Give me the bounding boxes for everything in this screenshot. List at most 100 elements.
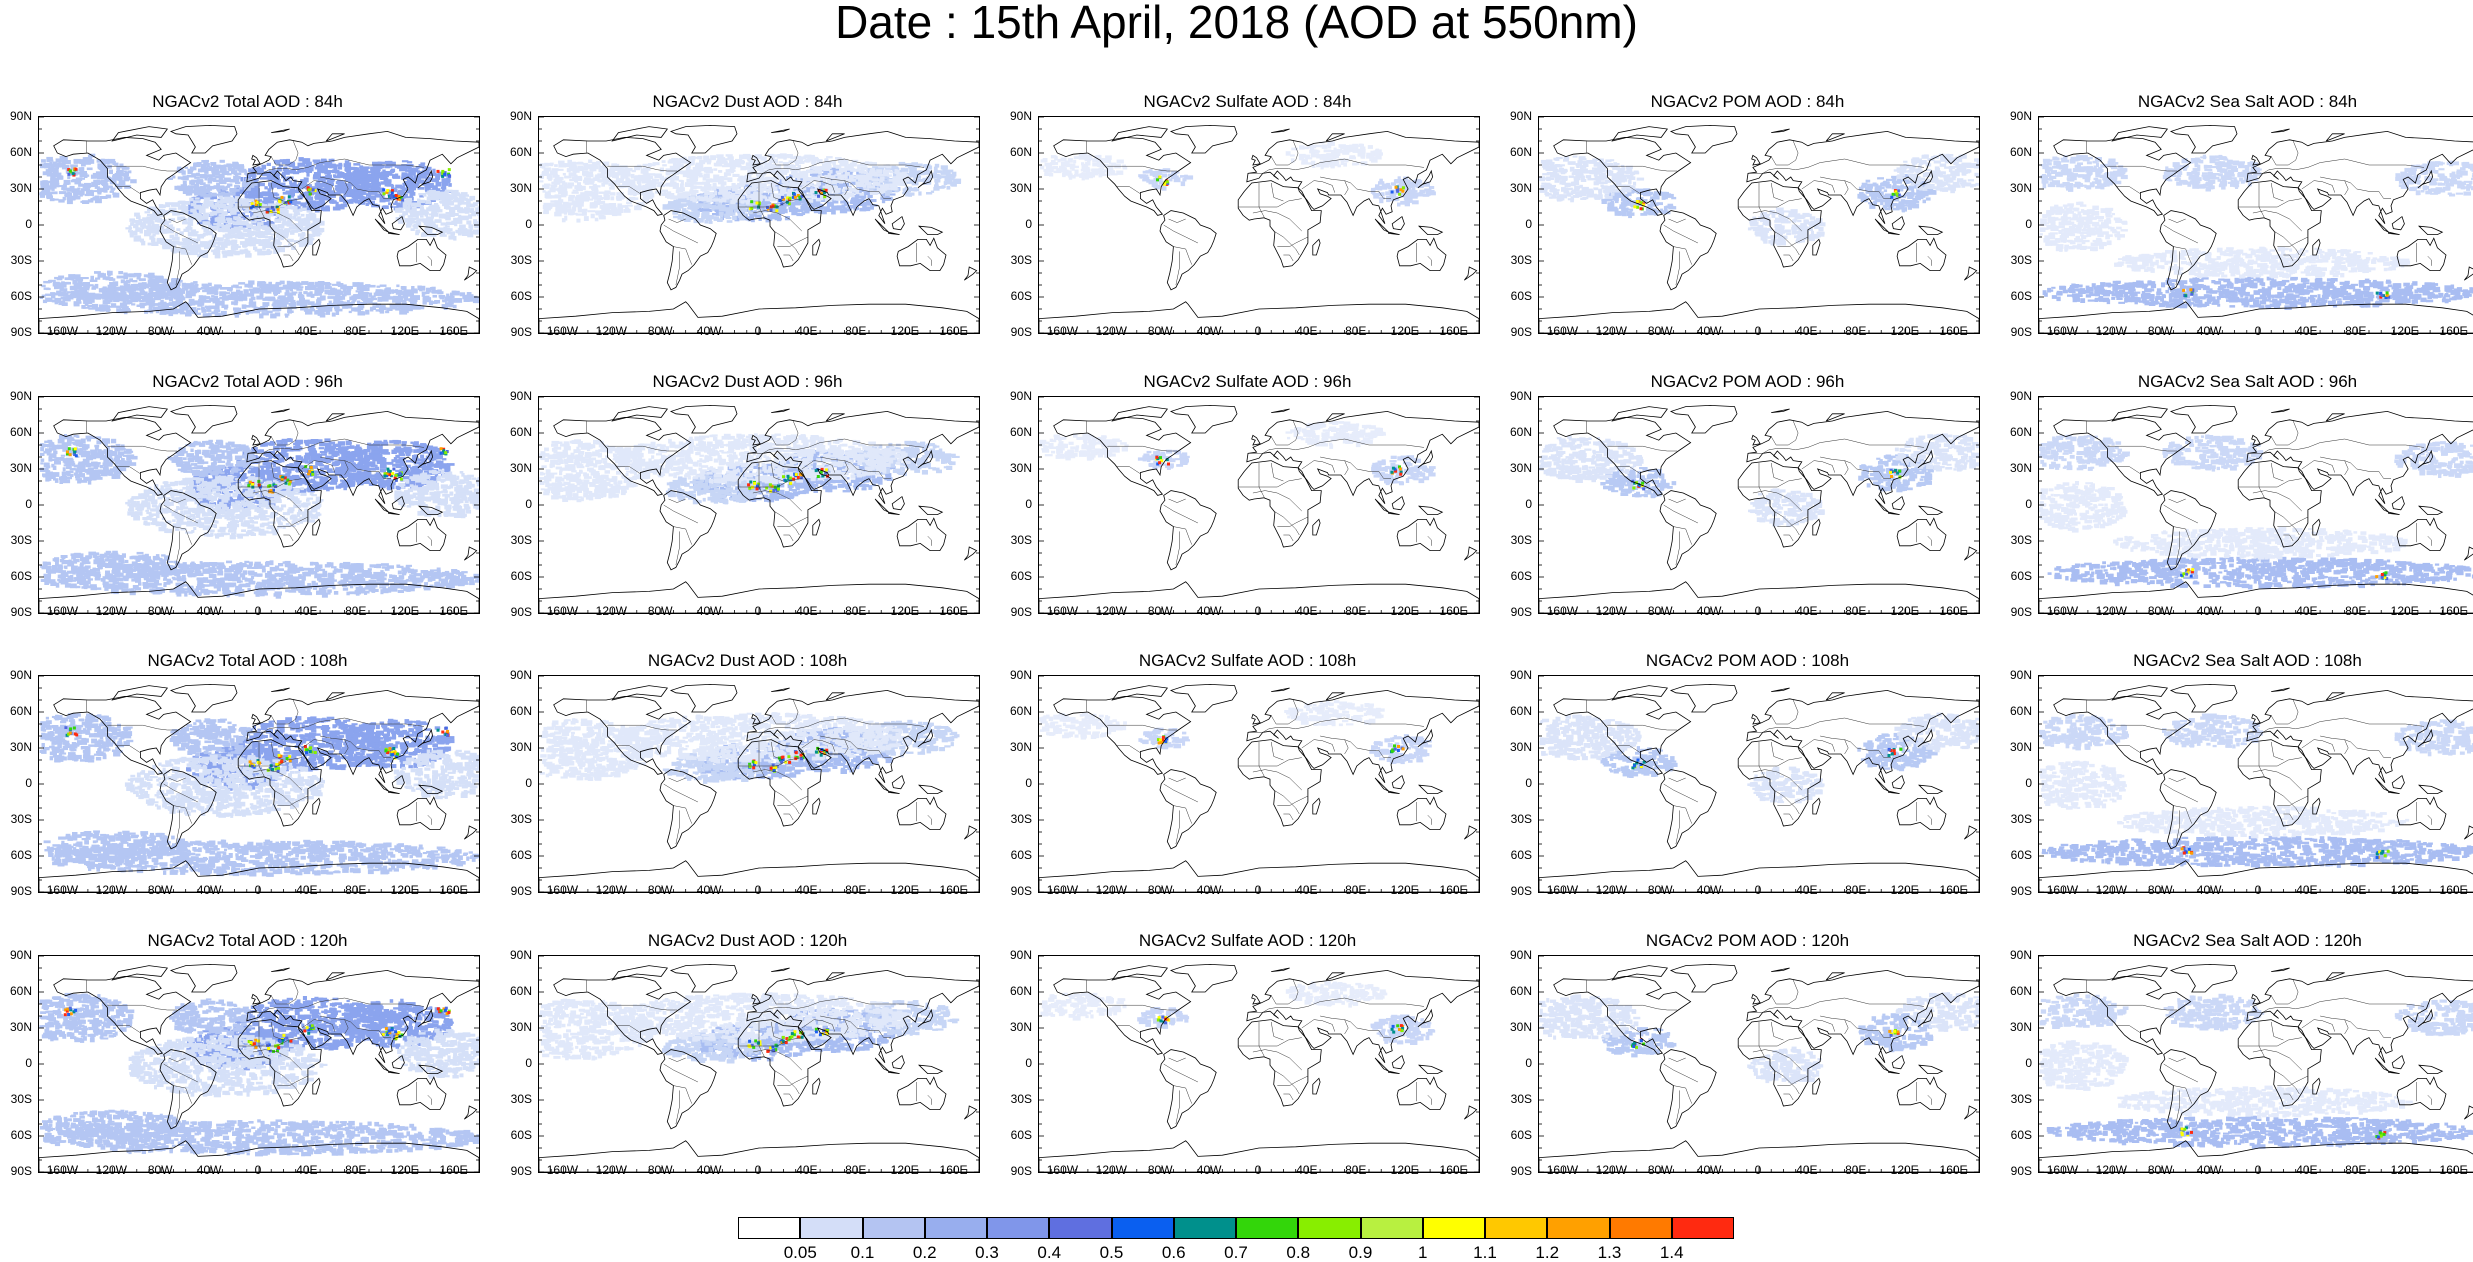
- aod-cell: [426, 288, 431, 293]
- aod-cell: [262, 302, 269, 306]
- aod-cell: [452, 291, 460, 296]
- aod-cell: [141, 219, 145, 221]
- aod-hotspot: [251, 202, 254, 205]
- aod-cell: [387, 179, 392, 182]
- aod-hotspot: [279, 200, 282, 203]
- aod-cell: [320, 167, 325, 170]
- aod-cell: [422, 292, 426, 294]
- aod-cell: [392, 174, 397, 178]
- aod-cell: [805, 208, 811, 211]
- aod-cell: [221, 245, 228, 248]
- aod-cell: [306, 173, 309, 177]
- aod-hotspot: [443, 173, 446, 176]
- aod-cell: [401, 174, 406, 177]
- aod-cell: [383, 205, 388, 208]
- aod-cell: [313, 160, 321, 162]
- world-map: [538, 116, 980, 334]
- aod-cell: [194, 192, 202, 195]
- aod-cell: [303, 291, 307, 294]
- aod-cell: [440, 291, 444, 294]
- aod-cell: [423, 211, 429, 214]
- aod-cell: [434, 173, 440, 176]
- aod-cell: [193, 233, 198, 236]
- aod-cell: [942, 185, 946, 188]
- aod-cell: [213, 169, 219, 174]
- aod-cell: [371, 170, 374, 175]
- aod-cell: [335, 171, 343, 173]
- aod-cell: [291, 246, 296, 251]
- aod-cell: [444, 297, 451, 301]
- aod-cell: [57, 163, 61, 166]
- aod-cell: [946, 170, 954, 173]
- aod-cell: [706, 217, 712, 221]
- aod-cell: [383, 295, 389, 299]
- aod-cell: [289, 170, 296, 173]
- aod-cell: [87, 305, 94, 307]
- aod-cell: [194, 206, 202, 209]
- aod-cell: [238, 282, 245, 285]
- aod-cell: [933, 176, 941, 179]
- aod-cell: [436, 177, 440, 180]
- aod-cell: [299, 286, 303, 288]
- aod-cell: [62, 185, 67, 188]
- aod-cell: [229, 192, 236, 195]
- aod-cell: [219, 180, 227, 184]
- aod-cell: [719, 209, 726, 211]
- aod-cell: [311, 288, 317, 290]
- aod-cell: [43, 171, 47, 175]
- aod-cell: [190, 209, 196, 213]
- aod-cell: [365, 310, 369, 315]
- aod-cell: [693, 214, 700, 216]
- aod-cell: [675, 202, 681, 204]
- aod-cell: [393, 296, 401, 299]
- aod-cell: [83, 298, 91, 301]
- aod-cell: [346, 286, 351, 291]
- aod-cell: [151, 238, 156, 242]
- aod-cell: [224, 305, 228, 310]
- aod-cell: [136, 215, 141, 219]
- aod-cell: [867, 195, 872, 198]
- aod-cell: [221, 229, 225, 232]
- aod-cell: [420, 219, 424, 222]
- aod-cell: [299, 209, 303, 212]
- aod-cell: [125, 227, 132, 229]
- aod-cell: [313, 177, 319, 180]
- aod-cell: [190, 290, 197, 293]
- aod-cell: [174, 186, 181, 190]
- aod-cell: [175, 233, 178, 237]
- aod-cell: [470, 208, 474, 213]
- aod-cell: [369, 177, 374, 180]
- aod-cell: [447, 203, 451, 205]
- aod-cell: [301, 214, 305, 217]
- aod-cell: [57, 159, 62, 161]
- aod-cell: [377, 297, 382, 302]
- lon-tick-label: 40W: [189, 324, 229, 338]
- aod-cell: [138, 293, 141, 296]
- aod-cell: [348, 175, 351, 178]
- aod-cell: [112, 192, 116, 195]
- aod-cell: [292, 230, 297, 232]
- aod-cell: [174, 212, 179, 215]
- aod-cell: [415, 232, 419, 235]
- aod-cell: [118, 173, 125, 175]
- aod-cell: [67, 192, 70, 196]
- lat-tick-label: 0: [2, 218, 32, 230]
- aod-cell: [720, 218, 723, 221]
- aod-cell: [319, 289, 323, 294]
- aod-cell: [127, 295, 134, 299]
- aod-cell: [201, 309, 206, 313]
- aod-cell: [74, 274, 81, 279]
- aod-cell: [229, 287, 233, 290]
- aod-cell: [140, 222, 146, 224]
- aod-cell: [310, 167, 314, 171]
- aod-cell: [104, 295, 111, 299]
- aod-cell: [102, 305, 106, 309]
- aod-cell: [663, 204, 668, 208]
- aod-cell: [360, 167, 364, 171]
- aod-cell: [409, 186, 412, 189]
- aod-cell: [86, 160, 92, 164]
- aod-cell: [77, 297, 80, 301]
- aod-cell: [934, 179, 940, 183]
- aod-cell: [51, 191, 57, 194]
- aod-cell: [218, 211, 224, 214]
